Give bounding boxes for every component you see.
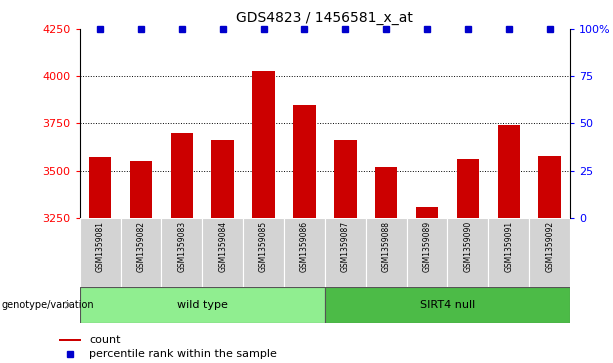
Bar (366, 218, 406, 287)
Text: GSM1359081: GSM1359081 (96, 221, 105, 272)
Bar (211, 140, 234, 218)
Bar (538, 155, 561, 218)
Bar (416, 207, 438, 218)
Bar (489, 218, 529, 287)
Bar (161, 218, 202, 287)
Bar (447, 218, 489, 287)
Text: GSM1359088: GSM1359088 (382, 221, 390, 272)
Bar (406, 218, 447, 287)
Bar (325, 287, 570, 323)
Bar (529, 218, 570, 287)
Text: wild type: wild type (177, 300, 227, 310)
Text: GSM1359092: GSM1359092 (545, 221, 554, 272)
Text: GSM1359089: GSM1359089 (422, 221, 432, 272)
Bar (334, 140, 357, 218)
Bar (325, 218, 366, 287)
Text: GSM1359084: GSM1359084 (218, 221, 227, 272)
Bar (243, 218, 284, 287)
Text: GSM1359083: GSM1359083 (177, 221, 186, 272)
Text: GSM1359085: GSM1359085 (259, 221, 268, 272)
Bar (80, 287, 325, 323)
Bar (375, 167, 397, 218)
Bar (284, 218, 325, 287)
Bar (457, 159, 479, 218)
Text: percentile rank within the sample: percentile rank within the sample (89, 349, 277, 359)
Text: GSM1359087: GSM1359087 (341, 221, 350, 272)
Text: GSM1359086: GSM1359086 (300, 221, 309, 272)
Text: GSM1359090: GSM1359090 (463, 221, 473, 273)
Text: GSM1359082: GSM1359082 (137, 221, 145, 272)
Text: genotype/variation: genotype/variation (2, 300, 94, 310)
Title: GDS4823 / 1456581_x_at: GDS4823 / 1456581_x_at (237, 11, 413, 25)
Bar (80, 218, 121, 287)
Bar (498, 125, 520, 218)
Bar (121, 218, 161, 287)
Bar (59, 339, 82, 341)
Bar (170, 133, 193, 218)
Bar (293, 105, 316, 218)
Text: count: count (89, 335, 121, 345)
Text: GSM1359091: GSM1359091 (504, 221, 513, 272)
Text: SIRT4 null: SIRT4 null (420, 300, 475, 310)
Bar (130, 161, 152, 218)
Bar (202, 218, 243, 287)
Bar (89, 158, 112, 218)
Bar (253, 70, 275, 218)
